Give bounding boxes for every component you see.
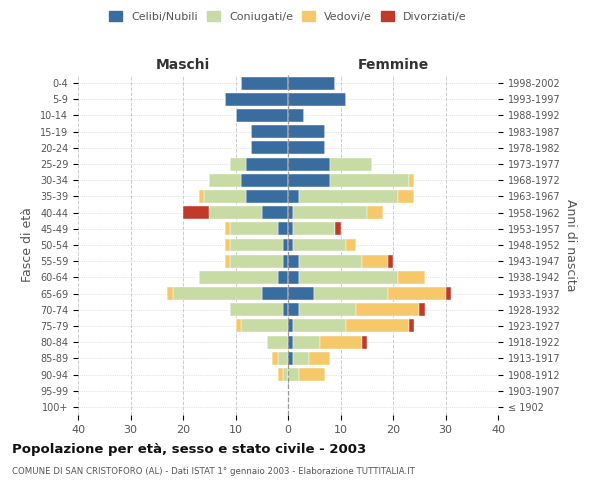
Bar bbox=[314, 287, 388, 300]
Bar bbox=[330, 158, 372, 170]
Bar bbox=[288, 109, 304, 122]
Legend: Celibi/Nubili, Coniugati/e, Vedovi/e, Divorziati/e: Celibi/Nubili, Coniugati/e, Vedovi/e, Di… bbox=[106, 8, 470, 25]
Bar bbox=[225, 93, 288, 106]
Text: Popolazione per età, sesso e stato civile - 2003: Popolazione per età, sesso e stato civil… bbox=[12, 442, 366, 456]
Bar bbox=[288, 287, 314, 300]
Bar bbox=[398, 271, 425, 284]
Bar bbox=[288, 76, 335, 90]
Text: Maschi: Maschi bbox=[156, 58, 210, 72]
Bar bbox=[330, 174, 409, 186]
Bar bbox=[309, 352, 330, 365]
Bar bbox=[272, 352, 277, 365]
Bar bbox=[299, 190, 398, 203]
Bar bbox=[299, 254, 361, 268]
Bar bbox=[230, 158, 246, 170]
Bar bbox=[230, 222, 277, 235]
Bar bbox=[251, 125, 288, 138]
Bar bbox=[267, 336, 288, 348]
Bar bbox=[167, 287, 173, 300]
Bar bbox=[277, 368, 283, 381]
Bar bbox=[288, 222, 293, 235]
Bar bbox=[288, 206, 293, 219]
Bar bbox=[199, 190, 204, 203]
Bar bbox=[277, 271, 288, 284]
Bar bbox=[293, 222, 335, 235]
Bar bbox=[283, 238, 288, 252]
Bar bbox=[209, 174, 241, 186]
Bar bbox=[241, 76, 288, 90]
Bar bbox=[288, 368, 299, 381]
Bar bbox=[262, 287, 288, 300]
Bar bbox=[230, 304, 283, 316]
Bar bbox=[419, 304, 425, 316]
Bar bbox=[283, 368, 288, 381]
Bar bbox=[409, 174, 414, 186]
Bar bbox=[241, 320, 288, 332]
Bar bbox=[230, 254, 283, 268]
Bar bbox=[173, 287, 262, 300]
Bar bbox=[299, 368, 325, 381]
Bar bbox=[293, 206, 367, 219]
Bar bbox=[225, 222, 230, 235]
Bar bbox=[199, 271, 277, 284]
Bar bbox=[388, 254, 393, 268]
Bar bbox=[277, 352, 288, 365]
Bar bbox=[288, 254, 299, 268]
Bar bbox=[361, 254, 388, 268]
Bar bbox=[209, 206, 262, 219]
Bar bbox=[293, 320, 346, 332]
Bar bbox=[288, 125, 325, 138]
Bar bbox=[288, 352, 293, 365]
Text: COMUNE DI SAN CRISTOFORO (AL) - Dati ISTAT 1° gennaio 2003 - Elaborazione TUTTIT: COMUNE DI SAN CRISTOFORO (AL) - Dati IST… bbox=[12, 468, 415, 476]
Y-axis label: Anni di nascita: Anni di nascita bbox=[564, 198, 577, 291]
Bar bbox=[361, 336, 367, 348]
Bar bbox=[288, 190, 299, 203]
Bar bbox=[288, 271, 299, 284]
Y-axis label: Fasce di età: Fasce di età bbox=[22, 208, 34, 282]
Bar bbox=[346, 238, 356, 252]
Bar bbox=[204, 190, 246, 203]
Bar bbox=[283, 304, 288, 316]
Bar bbox=[398, 190, 414, 203]
Bar bbox=[288, 93, 346, 106]
Bar bbox=[283, 254, 288, 268]
Bar bbox=[320, 336, 361, 348]
Bar bbox=[241, 174, 288, 186]
Bar bbox=[346, 320, 409, 332]
Bar bbox=[288, 320, 293, 332]
Bar bbox=[288, 336, 293, 348]
Bar bbox=[288, 174, 330, 186]
Bar bbox=[225, 238, 230, 252]
Bar bbox=[288, 238, 293, 252]
Bar bbox=[288, 142, 325, 154]
Bar bbox=[225, 254, 230, 268]
Bar bbox=[409, 320, 414, 332]
Bar bbox=[293, 238, 346, 252]
Text: Femmine: Femmine bbox=[358, 58, 428, 72]
Bar bbox=[288, 158, 330, 170]
Bar bbox=[246, 158, 288, 170]
Bar bbox=[299, 304, 356, 316]
Bar bbox=[293, 352, 309, 365]
Bar bbox=[335, 222, 341, 235]
Bar bbox=[251, 142, 288, 154]
Bar bbox=[230, 238, 283, 252]
Bar bbox=[356, 304, 419, 316]
Bar bbox=[299, 271, 398, 284]
Bar bbox=[388, 287, 445, 300]
Bar bbox=[288, 304, 299, 316]
Bar bbox=[235, 109, 288, 122]
Bar bbox=[262, 206, 288, 219]
Bar bbox=[293, 336, 320, 348]
Bar bbox=[445, 287, 451, 300]
Bar bbox=[246, 190, 288, 203]
Bar bbox=[235, 320, 241, 332]
Bar bbox=[277, 222, 288, 235]
Bar bbox=[183, 206, 209, 219]
Bar bbox=[367, 206, 383, 219]
